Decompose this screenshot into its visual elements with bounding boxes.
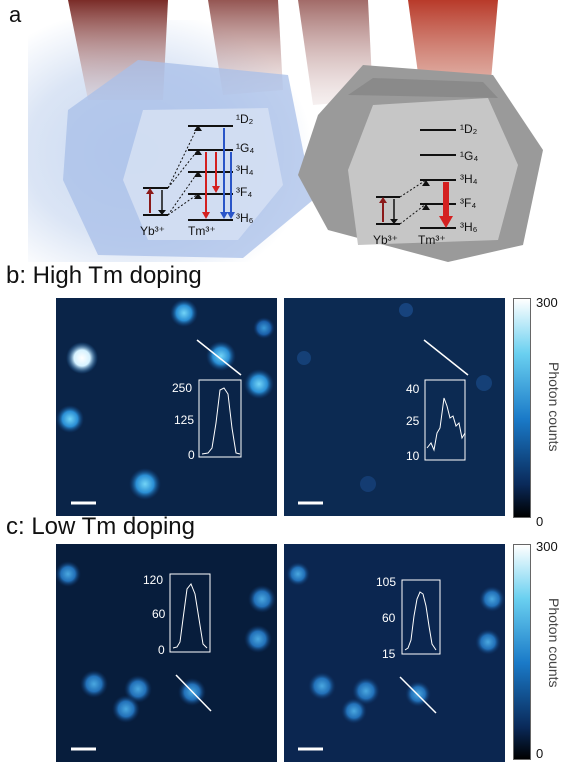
right-level-3f4: ³F₄ (460, 196, 476, 210)
b-right-inset-tick-bottom: 10 (406, 449, 420, 463)
micrograph-b-right: 40 25 10 (284, 298, 505, 516)
left-level-1d2: ¹D₂ (236, 112, 254, 126)
b-right-inset-tick-mid: 25 (406, 414, 420, 428)
left-crystal-face (123, 108, 283, 240)
left-level-1g4: ¹G₄ (236, 141, 254, 155)
colorbar-c-min: 0 (536, 746, 544, 761)
right-energy-diagram (376, 129, 456, 229)
micrograph-b-left: 250 125 0 (56, 298, 277, 516)
left-level-3f4: ³F₄ (236, 185, 252, 199)
c-left-inset-tick-top: 120 (143, 573, 163, 587)
c-left-inset-tick-bottom: 0 (158, 643, 165, 657)
left-ion-tm: Tm³⁺ (188, 224, 216, 238)
section-c-title: c: Low Tm doping (6, 513, 195, 540)
colorbar-c (513, 544, 531, 760)
left-energy-diagram (143, 125, 235, 221)
right-crystal-face (348, 98, 518, 245)
b-left-inset-tick-top: 250 (172, 381, 192, 395)
c-right-inset-tick-mid: 60 (382, 611, 396, 625)
right-level-3h6: ³H₆ (460, 220, 478, 234)
left-level-3h6: ³H₆ (236, 211, 254, 225)
b-right-inset-tick-top: 40 (406, 382, 420, 396)
panel-a-illustration: ¹D₂ ¹G₄ ³H₄ ³F₄ ³H₆ Yb³⁺ Tm³⁺ ¹D₂ ¹G₄ ³H… (28, 0, 548, 262)
b-left-inset-tick-mid: 125 (174, 413, 194, 427)
c-right-inset-tick-bottom: 15 (382, 647, 396, 661)
right-ion-tm: Tm³⁺ (418, 233, 446, 247)
c-right-inset-tick-top: 105 (376, 575, 396, 589)
colorbar-c-max: 300 (536, 539, 558, 554)
colorbar-b (513, 298, 531, 518)
right-level-3h4: ³H₄ (460, 172, 478, 186)
colorbar-b-min: 0 (536, 514, 544, 529)
right-level-1g4: ¹G₄ (460, 149, 478, 163)
left-ion-yb: Yb³⁺ (140, 224, 165, 238)
colorbar-b-label: Photon counts (546, 362, 562, 452)
panel-a-letter: a (9, 2, 22, 27)
micrograph-c-left: 120 60 0 (56, 544, 277, 762)
c-left-inset-tick-mid: 60 (152, 607, 166, 621)
micrograph-c-right: 105 60 15 (284, 544, 505, 762)
left-level-3h4: ³H₄ (236, 163, 254, 177)
right-ion-yb: Yb³⁺ (373, 233, 398, 247)
right-crystal-top (348, 78, 498, 98)
colorbar-b-max: 300 (536, 295, 558, 310)
right-level-1d2: ¹D₂ (460, 122, 478, 136)
colorbar-c-label: Photon counts (546, 598, 562, 688)
section-b-title: b: High Tm doping (6, 262, 202, 289)
b-left-inset-tick-bottom: 0 (188, 448, 195, 462)
